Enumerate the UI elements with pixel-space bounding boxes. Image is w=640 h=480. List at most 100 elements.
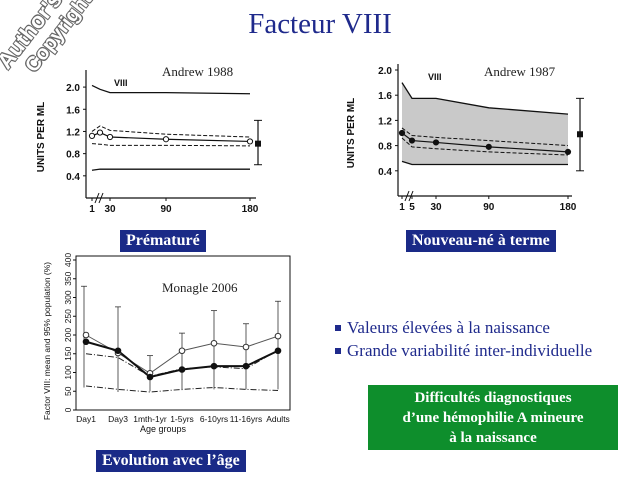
bullet-item: Valeurs élevées à la naissance	[335, 316, 592, 339]
x-tick-label: 1mth-1yr	[133, 414, 167, 424]
mean-point	[398, 129, 406, 137]
series-open-point	[274, 332, 282, 340]
series-filled-point	[242, 362, 250, 370]
series-label: VIII	[114, 78, 128, 88]
x-tick-label: Adults	[266, 414, 290, 424]
x-tick-label: Day3	[108, 414, 128, 424]
adult-mean-marker	[577, 131, 583, 138]
x-tick-label: 90	[483, 202, 495, 213]
x-tick-label: 6-10yrs	[200, 414, 228, 424]
y-tick-label: 1.2	[66, 127, 80, 138]
chart-age-caption: Monagle 2006	[162, 280, 238, 295]
series-open-point	[210, 339, 218, 347]
x-tick-label: Day1	[76, 414, 96, 424]
series-filled-point	[82, 338, 90, 346]
x-tick-label: 1-5yrs	[170, 414, 194, 424]
x-tick-label: 11-16yrs	[230, 414, 262, 424]
adult-mean-marker	[255, 140, 261, 147]
y-tick-label: 0.4	[66, 172, 80, 183]
mean-lower-dashed	[91, 143, 251, 147]
series-filled-point	[114, 347, 122, 355]
series-open-point	[178, 347, 186, 355]
chart-premature-label: Prématuré	[120, 230, 206, 252]
note-line: Difficultés diagnostiques	[414, 390, 572, 406]
y-tick-label: 1.6	[378, 91, 392, 102]
bullet-text: Grande variabilité inter-individuelle	[347, 341, 593, 360]
axis-break-mark	[98, 192, 104, 204]
y-tick-label: 150	[63, 346, 73, 360]
x-tick-label: 1	[399, 202, 405, 213]
bullet-square-icon	[335, 348, 341, 355]
band-upper-line	[401, 82, 569, 115]
x-tick-label: 180	[242, 204, 259, 215]
x-tick-label: 1	[89, 204, 95, 215]
y-tick-label: 100	[63, 365, 73, 379]
axis-break-mark	[408, 190, 414, 202]
plot-frame	[75, 255, 291, 411]
chart-premature-caption: Andrew 1988	[162, 64, 234, 79]
mean-upper-dashed	[401, 127, 569, 147]
band-upper-line	[91, 84, 251, 95]
page-title: Facteur VIII	[248, 8, 392, 40]
mean-point	[408, 137, 416, 144]
y-tick-label: 300	[63, 290, 73, 304]
mean-point	[432, 139, 440, 146]
axis-break-mark	[404, 190, 410, 202]
x-tick-label: 5	[409, 202, 415, 213]
mean-point	[106, 133, 114, 141]
series-label: VIII	[428, 72, 442, 82]
bullet-text: Valeurs élevées à la naissance	[347, 318, 550, 337]
mean-point	[162, 136, 170, 143]
mean-lower-dashed	[401, 137, 569, 156]
series-filled-point	[274, 347, 282, 355]
diagnostic-note-box: Difficultés diagnostiques d’une hémophil…	[368, 385, 618, 450]
note-line: d’une hémophilie A mineure	[402, 410, 584, 426]
mean-point	[88, 132, 96, 139]
y-tick-label: 350	[63, 271, 73, 285]
x-tick-label: 30	[430, 202, 442, 213]
y-tick-label: 0	[63, 407, 73, 412]
series-filled-point	[178, 366, 186, 373]
series-filled-point	[146, 373, 154, 381]
y-axis-label: Factor VIII: mean and 95% population (%)	[42, 262, 52, 420]
bullet-item: Grande variabilité inter-individuelle	[335, 339, 592, 362]
note-line: à la naissance	[449, 430, 537, 446]
y-tick-label: 2.0	[66, 83, 80, 94]
x-axis-label: Age groups	[140, 424, 187, 434]
bullet-square-icon	[335, 325, 341, 332]
series-filled-point	[210, 362, 218, 370]
y-tick-label: 0.8	[66, 150, 80, 161]
mean-point	[96, 129, 104, 136]
y-tick-label: 2.0	[378, 66, 392, 77]
chart-premature: UNITS PER ML 2.0 1.6 1.2 0.8 0.4 1 30 90 180 VIII	[36, 70, 262, 215]
y-tick-label: 0.4	[378, 167, 392, 178]
bullet-list: Valeurs élevées à la naissance Grande va…	[335, 316, 592, 362]
y-tick-label: 0.8	[378, 142, 392, 153]
y-tick-label: 400	[63, 253, 73, 267]
mean-point	[564, 148, 572, 156]
dashdot-lower-line	[85, 385, 279, 393]
chart-age: Factor VIII: mean and 95% population (%)…	[42, 253, 291, 434]
series-open-point	[242, 343, 250, 351]
chart-term-label: Nouveau-né à terme	[406, 230, 556, 252]
x-tick-label: 90	[160, 204, 172, 215]
reference-band	[402, 82, 568, 165]
chart-age-label: Evolution avec l’âge	[96, 450, 246, 472]
band-lower-line	[91, 168, 250, 171]
y-axis-label: UNITS PER ML	[36, 102, 47, 173]
y-tick-label: 50	[63, 386, 73, 396]
mean-point	[246, 138, 254, 145]
x-tick-label: 30	[104, 204, 116, 215]
y-tick-label: 250	[63, 309, 73, 323]
y-tick-label: 200	[63, 328, 73, 342]
chart-term-caption: Andrew 1987	[484, 64, 556, 79]
x-tick-label: 180	[560, 202, 577, 213]
y-tick-label: 1.6	[66, 105, 80, 116]
mean-upper-dashed	[91, 125, 251, 138]
mean-point	[485, 143, 492, 150]
y-axis-label: UNITS PER ML	[346, 98, 357, 169]
series-open-point	[82, 331, 90, 339]
chart-term: UNITS PER ML 2.0 1.6 1.2 0.8 0.4 1 5 30 90 180 VIII	[346, 64, 584, 213]
band-lower-line	[401, 160, 568, 166]
axis-break-mark	[94, 192, 100, 204]
